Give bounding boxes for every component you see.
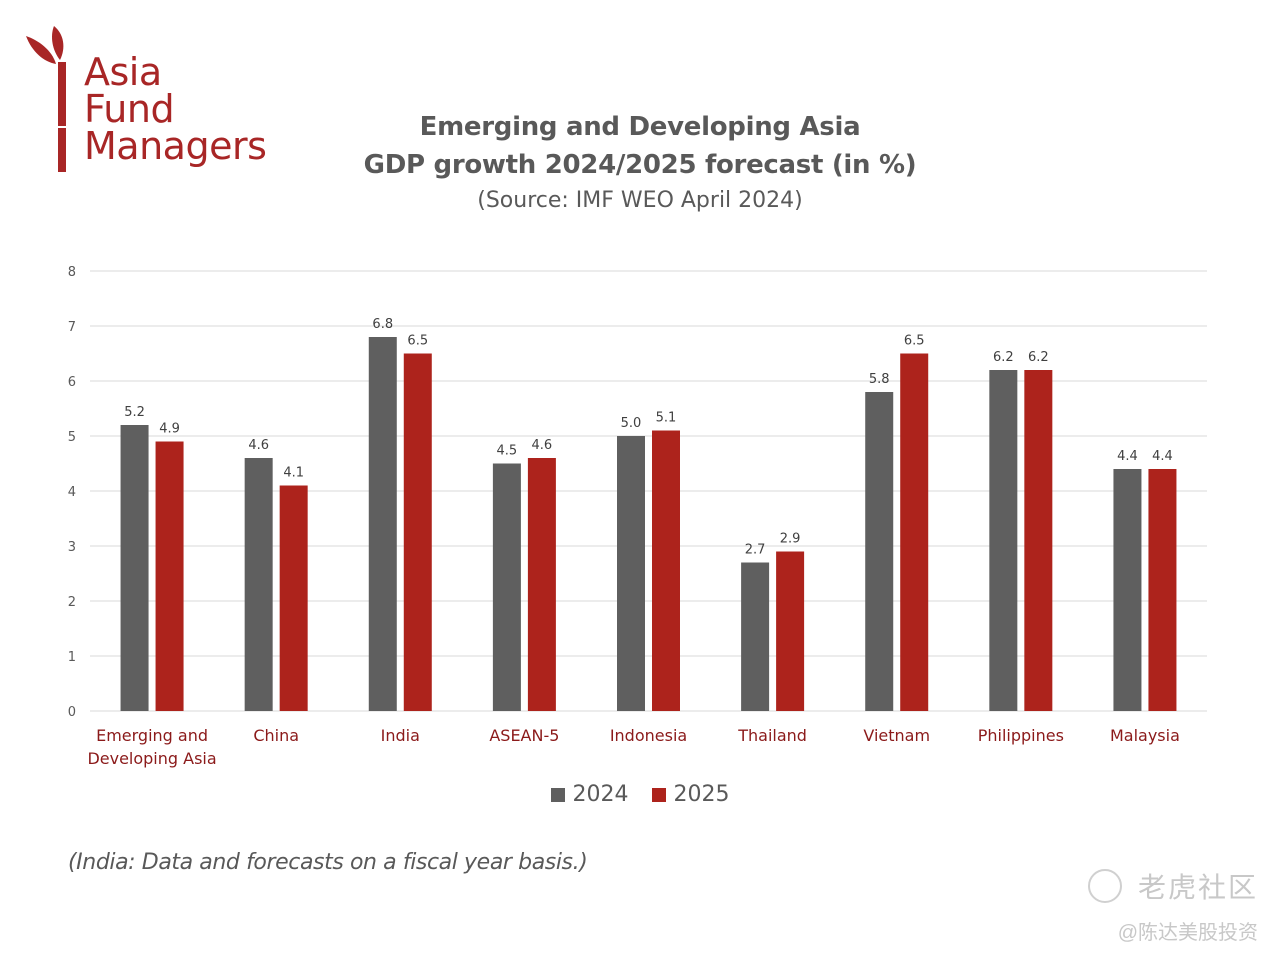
bar-2024 (1113, 469, 1142, 711)
bar-2024 (244, 458, 273, 711)
y-tick-label: 5 (68, 430, 76, 445)
watermark-line2: @陈达美股投资 (1117, 922, 1258, 944)
data-label: 4.6 (532, 438, 553, 453)
chart-title-line2: GDP growth 2024/2025 forecast (in %) (363, 150, 917, 180)
y-tick-label: 2 (68, 595, 76, 610)
bar-2025 (900, 353, 929, 711)
x-category-label: China (253, 726, 299, 745)
bar-2024 (368, 337, 397, 711)
bar-2024 (865, 392, 894, 711)
data-label: 4.1 (283, 466, 304, 481)
data-label: 4.6 (248, 438, 269, 453)
bar-chart: 0 1 2 3 4 5 6 7 8 5.2 4.9 Emerging and Developing As… (68, 265, 1207, 768)
y-tick-label: 8 (68, 265, 76, 280)
logo-wordmark: Asia Fund Managers (84, 50, 267, 168)
data-label: 2.7 (745, 543, 766, 558)
chart-title-block: Emerging and Developing Asia GDP growth … (280, 108, 1000, 218)
y-tick-label: 1 (68, 650, 76, 665)
logo-line-managers: Managers (84, 124, 267, 168)
bamboo-icon (26, 26, 66, 172)
watermark-line1: 老虎社区 (1137, 872, 1258, 903)
legend-swatch-2024 (550, 787, 565, 802)
logo-line-asia: Asia (84, 50, 162, 94)
bar-2025 (279, 485, 308, 711)
legend-label-2024: 2024 (572, 782, 629, 807)
x-category-label: Emerging and (96, 726, 208, 745)
data-label: 5.2 (124, 405, 145, 420)
bar-2024 (120, 425, 149, 711)
bar-2024 (989, 370, 1018, 711)
x-category-label: Indonesia (610, 726, 687, 745)
footnote: (India: Data and forecasts on a fiscal y… (68, 850, 588, 875)
chart-subtitle: (Source: IMF WEO April 2024) (477, 188, 803, 213)
x-category-label: Developing Asia (87, 749, 216, 768)
data-label: 6.5 (407, 334, 428, 349)
data-label: 5.1 (656, 411, 677, 426)
x-category-label: India (381, 726, 420, 745)
x-category-label: Thailand (737, 726, 807, 745)
bar-2025 (155, 441, 184, 711)
bar-2025 (1148, 469, 1177, 711)
y-tick-label: 7 (68, 320, 76, 335)
x-category-label: Vietnam (863, 726, 930, 745)
bar-2025 (1024, 370, 1053, 711)
data-label: 4.9 (159, 422, 180, 437)
data-label: 4.4 (1152, 449, 1173, 464)
bar-2024 (492, 463, 521, 711)
data-label: 5.8 (869, 372, 890, 387)
legend-label-2025: 2025 (673, 782, 730, 807)
data-label: 5.0 (621, 416, 642, 431)
data-label: 4.4 (1117, 449, 1138, 464)
company-logo: Asia Fund Managers (24, 24, 294, 184)
data-label: 6.8 (372, 317, 393, 332)
tiger-logo-icon (1087, 869, 1122, 903)
y-tick-label: 6 (68, 375, 76, 390)
y-tick-label: 4 (68, 485, 76, 500)
y-tick-label: 0 (68, 705, 76, 720)
legend-item-2025: 2025 (651, 782, 730, 807)
data-label: 6.5 (904, 334, 925, 349)
data-label: 4.5 (497, 444, 518, 459)
x-category-label: ASEAN-5 (489, 726, 559, 745)
chart-legend: 2024 2025 (0, 782, 1280, 808)
data-label: 2.9 (780, 532, 801, 547)
logo-line-fund: Fund (84, 87, 175, 131)
bar-2025 (527, 458, 556, 711)
x-category-label: Malaysia (1110, 726, 1180, 745)
legend-swatch-2025 (651, 787, 666, 802)
data-label: 6.2 (993, 350, 1014, 365)
chart-title-line1: Emerging and Developing Asia (419, 112, 861, 142)
bar-2024 (617, 436, 645, 711)
legend-item-2024: 2024 (550, 782, 629, 807)
data-label: 6.2 (1028, 350, 1049, 365)
watermark: 老虎社区 @陈达美股投资 (1058, 866, 1258, 945)
x-category-label: Philippines (978, 726, 1064, 745)
bar-2025 (652, 430, 680, 711)
bar-2024 (741, 562, 770, 711)
y-tick-label: 3 (68, 540, 76, 555)
bar-2025 (403, 353, 432, 711)
bar-2025 (776, 551, 805, 711)
